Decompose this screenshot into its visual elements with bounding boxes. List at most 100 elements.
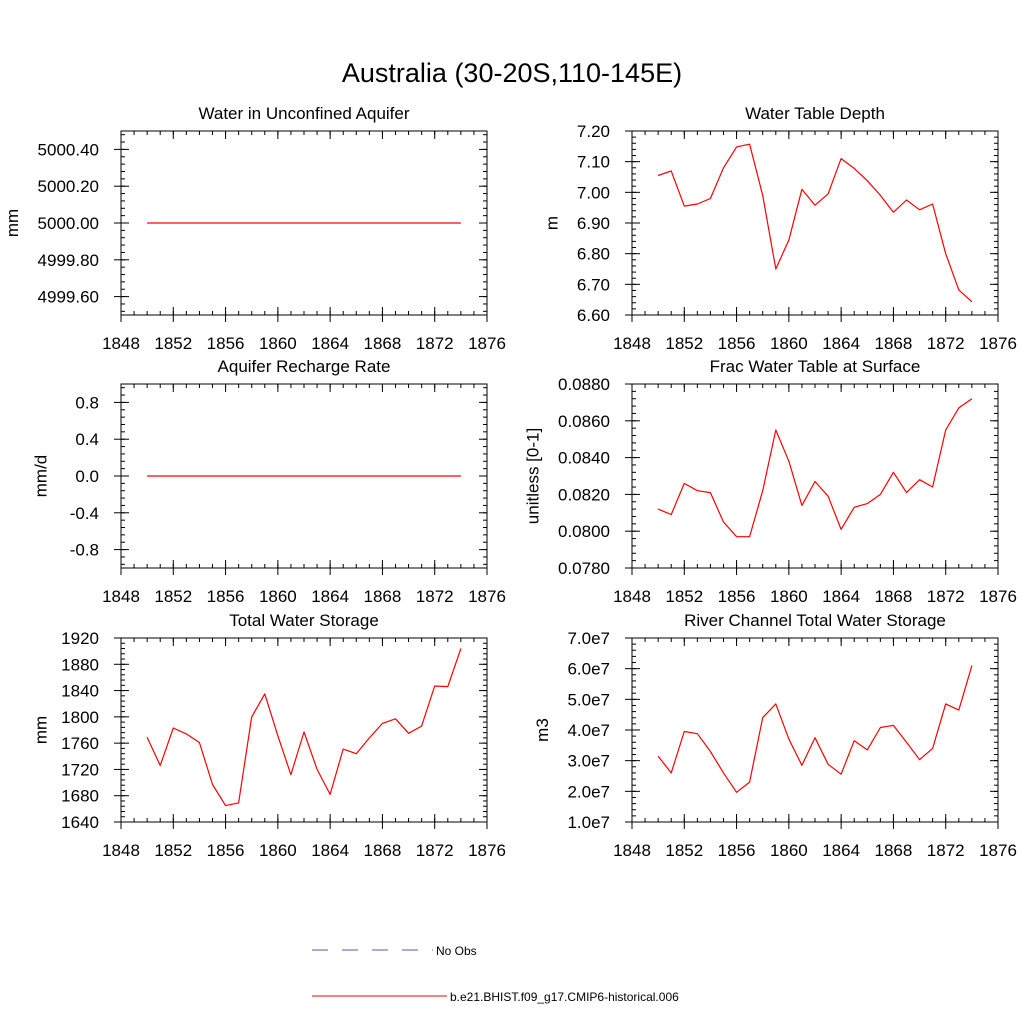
x-tick-label: 1856 — [718, 587, 756, 606]
x-tick-label: 1852 — [665, 334, 703, 353]
y-tick-label: 0.0800 — [558, 522, 610, 541]
y-tick-label: -0.8 — [70, 541, 99, 560]
x-tick-label: 1864 — [311, 334, 349, 353]
legend-label: No Obs — [436, 944, 477, 958]
y-tick-label: 4999.60 — [38, 288, 99, 307]
y-tick-label: 1720 — [61, 760, 99, 779]
y-tick-label: 6.70 — [577, 275, 610, 294]
x-tick-label: 1868 — [875, 841, 913, 860]
x-tick-label: 1864 — [822, 334, 860, 353]
chart-title: Water Table Depth — [745, 104, 885, 123]
x-tick-label: 1872 — [416, 841, 454, 860]
y-tick-label: 4999.80 — [38, 251, 99, 270]
x-tick-label: 1868 — [364, 841, 402, 860]
y-tick-label: 5.0e7 — [567, 690, 610, 709]
y-tick-label: 7.20 — [577, 122, 610, 141]
x-tick-label: 1872 — [416, 334, 454, 353]
chart-title: Aquifer Recharge Rate — [218, 357, 391, 376]
series-line — [657, 143, 973, 303]
legend: No Obs b.e21.BHIST.f09_g17.CMIP6-historic… — [312, 944, 679, 1004]
y-tick-label: 6.0e7 — [567, 660, 610, 679]
x-tick-label: 1848 — [613, 841, 651, 860]
x-tick-label: 1856 — [207, 587, 245, 606]
y-tick-label: 1680 — [61, 787, 99, 806]
x-tick-label: 1872 — [416, 587, 454, 606]
y-axis-label: m — [543, 216, 562, 230]
y-tick-label: 6.80 — [577, 245, 610, 264]
series-line — [657, 665, 973, 793]
y-tick-label: 1.0e7 — [567, 813, 610, 832]
y-tick-label: 7.0e7 — [567, 629, 610, 648]
y-tick-label: 0.0860 — [558, 412, 610, 431]
x-tick-label: 1868 — [875, 334, 913, 353]
y-tick-label: 0.0780 — [558, 559, 610, 578]
x-tick-label: 1860 — [770, 841, 808, 860]
y-tick-label: 7.10 — [577, 153, 610, 172]
x-tick-label: 1856 — [207, 334, 245, 353]
y-tick-label: 1880 — [61, 655, 99, 674]
chart-panel-1: Water in Unconfined Aquifer 1848 1852 1856 1… — [3, 104, 506, 353]
plot-frame — [631, 130, 999, 316]
y-tick-label: 1800 — [61, 708, 99, 727]
x-tick-label: 1852 — [154, 841, 192, 860]
y-axis-label: mm — [3, 209, 22, 237]
y-axis-label: mm/d — [32, 455, 51, 498]
x-tick-label: 1860 — [770, 334, 808, 353]
y-tick-label: 6.60 — [577, 306, 610, 325]
x-tick-label: 1872 — [927, 841, 965, 860]
series-line — [657, 398, 973, 538]
x-tick-label: 1848 — [613, 587, 651, 606]
y-tick-label: 0.0 — [75, 467, 99, 486]
plot-frame — [631, 637, 999, 823]
y-tick-label: 0.0840 — [558, 449, 610, 468]
chart-panel-3: Aquifer Recharge Rate 1848 1852 1856 1860 186… — [32, 357, 506, 606]
y-axis-label: m3 — [533, 718, 552, 742]
x-tick-label: 1860 — [259, 587, 297, 606]
x-tick-label: 1868 — [875, 587, 913, 606]
chart-panel-4: Frac Water Table at Surface 1848 1852 1856 1… — [523, 357, 1017, 606]
x-tick-label: 1860 — [770, 587, 808, 606]
x-tick-label: 1876 — [979, 587, 1017, 606]
x-tick-label: 1848 — [613, 334, 651, 353]
y-tick-label: 5000.20 — [38, 177, 99, 196]
y-axis-label: mm — [32, 716, 51, 744]
y-tick-label: 3.0e7 — [567, 752, 610, 771]
y-tick-label: 1920 — [61, 629, 99, 648]
x-tick-label: 1852 — [154, 587, 192, 606]
x-tick-label: 1864 — [822, 841, 860, 860]
x-tick-label: 1852 — [665, 841, 703, 860]
chart-panel-5: Total Water Storage 1848 1852 1856 1860 1864 1… — [32, 611, 506, 860]
y-tick-label: 1640 — [61, 813, 99, 832]
x-tick-label: 1852 — [665, 587, 703, 606]
y-tick-label: 7.00 — [577, 183, 610, 202]
x-tick-label: 1876 — [468, 334, 506, 353]
y-tick-label: 0.0880 — [558, 375, 610, 394]
chart-panels: Water in Unconfined Aquifer 1848 1852 1856 1… — [3, 104, 1017, 860]
plot-frame — [120, 637, 488, 823]
x-tick-label: 1856 — [718, 841, 756, 860]
y-tick-label: 2.0e7 — [567, 782, 610, 801]
chart-panel-2: Water Table Depth 1848 1852 1856 1860 1864 186… — [543, 104, 1017, 353]
x-tick-label: 1876 — [468, 841, 506, 860]
y-tick-label: 0.4 — [75, 430, 99, 449]
y-axis-label: unitless [0-1] — [523, 428, 542, 524]
y-tick-label: 6.90 — [577, 214, 610, 233]
figure-title: Australia (30-20S,110-145E) — [342, 58, 682, 88]
x-tick-label: 1848 — [102, 587, 140, 606]
y-tick-label: 1760 — [61, 734, 99, 753]
x-tick-label: 1860 — [259, 334, 297, 353]
x-tick-label: 1868 — [364, 334, 402, 353]
x-tick-label: 1876 — [979, 334, 1017, 353]
x-tick-label: 1864 — [311, 841, 349, 860]
series-line — [146, 648, 462, 807]
legend-label: b.e21.BHIST.f09_g17.CMIP6-historical.006 — [450, 990, 679, 1004]
x-tick-label: 1856 — [207, 841, 245, 860]
x-tick-label: 1864 — [311, 587, 349, 606]
chart-title: Total Water Storage — [229, 611, 379, 630]
x-tick-label: 1848 — [102, 334, 140, 353]
x-tick-label: 1868 — [364, 587, 402, 606]
y-tick-label: 4.0e7 — [567, 721, 610, 740]
y-tick-label: 0.0820 — [558, 485, 610, 504]
plot-frame — [631, 383, 999, 569]
